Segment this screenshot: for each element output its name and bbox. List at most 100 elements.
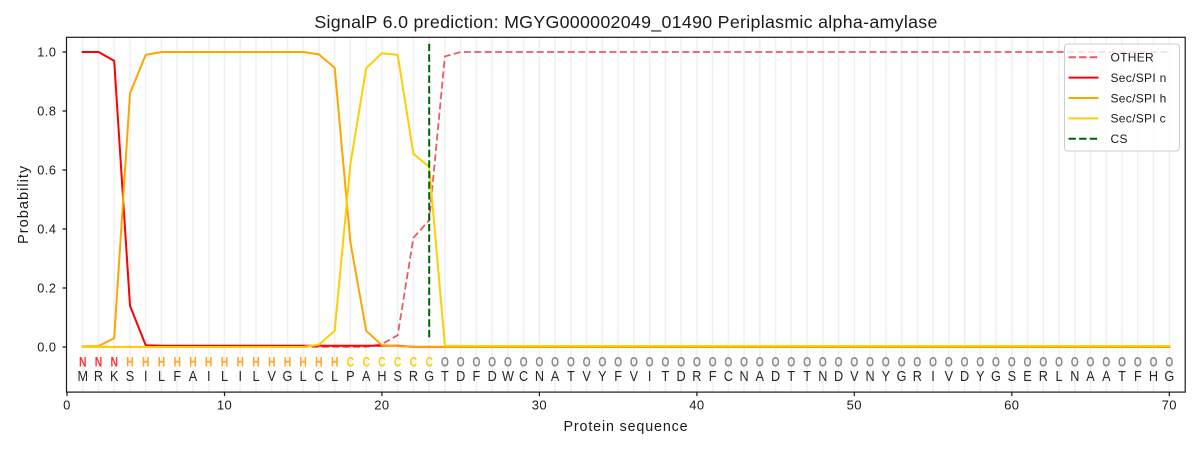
svg-text:I: I [207, 368, 211, 384]
svg-text:O: O [740, 354, 748, 370]
svg-text:C: C [519, 368, 528, 384]
svg-text:H: H [252, 354, 260, 370]
svg-text:O: O [756, 354, 764, 370]
svg-text:O: O [1118, 354, 1126, 370]
svg-text:D: D [771, 368, 780, 384]
svg-text:T: T [661, 368, 669, 384]
svg-text:CS: CS [1111, 132, 1128, 146]
svg-text:N: N [79, 354, 87, 370]
svg-text:O: O [1134, 354, 1142, 370]
svg-text:C: C [314, 368, 323, 384]
svg-text:L: L [331, 368, 338, 384]
svg-text:A: A [756, 368, 765, 384]
svg-text:D: D [960, 368, 969, 384]
svg-text:N: N [535, 368, 544, 384]
svg-text:O: O [646, 354, 654, 370]
svg-text:O: O [1102, 354, 1110, 370]
svg-text:I: I [931, 368, 935, 384]
svg-text:O: O [835, 354, 843, 370]
svg-text:20: 20 [374, 398, 389, 413]
svg-text:O: O [803, 354, 811, 370]
svg-text:L: L [252, 368, 259, 384]
svg-text:C: C [394, 354, 402, 370]
svg-text:0.0: 0.0 [37, 341, 56, 355]
svg-text:O: O [677, 354, 685, 370]
svg-text:O: O [709, 354, 717, 370]
svg-text:10: 10 [217, 398, 232, 413]
svg-text:A: A [1102, 368, 1111, 384]
svg-text:A: A [551, 368, 560, 384]
svg-text:40: 40 [689, 398, 704, 413]
svg-text:O: O [504, 354, 512, 370]
svg-text:H: H [236, 354, 244, 370]
svg-text:Sec/SPI c: Sec/SPI c [1111, 112, 1166, 126]
svg-text:O: O [1023, 354, 1031, 370]
svg-text:G: G [283, 368, 293, 384]
svg-text:O: O [882, 354, 890, 370]
svg-text:O: O [992, 354, 1000, 370]
svg-text:O: O [1055, 354, 1063, 370]
svg-text:Y: Y [882, 368, 890, 384]
svg-text:O: O [819, 354, 827, 370]
svg-text:I: I [144, 368, 148, 384]
svg-text:F: F [173, 368, 181, 384]
svg-text:D: D [488, 368, 497, 384]
svg-text:O: O [1008, 354, 1016, 370]
svg-text:V: V [630, 368, 638, 384]
svg-text:Y: Y [598, 368, 606, 384]
svg-text:V: V [945, 368, 953, 384]
svg-text:O: O [850, 354, 858, 370]
svg-text:O: O [488, 354, 496, 370]
svg-text:A: A [362, 368, 371, 384]
svg-text:H: H [299, 354, 307, 370]
svg-text:H: H [221, 354, 229, 370]
svg-text:N: N [740, 368, 749, 384]
svg-text:G: G [991, 368, 1001, 384]
svg-text:R: R [409, 368, 418, 384]
svg-text:Protein sequence: Protein sequence [564, 419, 689, 435]
svg-text:O: O [1086, 354, 1094, 370]
svg-text:F: F [473, 368, 481, 384]
svg-text:O: O [1039, 354, 1047, 370]
svg-text:D: D [456, 368, 465, 384]
svg-text:O: O [787, 354, 795, 370]
svg-text:H: H [205, 354, 213, 370]
svg-text:T: T [567, 368, 575, 384]
svg-text:G: G [424, 368, 434, 384]
svg-text:D: D [677, 368, 686, 384]
svg-text:70: 70 [1162, 398, 1177, 413]
svg-text:O: O [961, 354, 969, 370]
svg-text:S: S [393, 368, 401, 384]
svg-text:0: 0 [63, 398, 71, 413]
svg-text:V: V [268, 368, 276, 384]
svg-text:H: H [173, 354, 181, 370]
svg-text:C: C [724, 368, 733, 384]
svg-text:L: L [221, 368, 228, 384]
svg-text:H: H [126, 354, 134, 370]
svg-text:O: O [866, 354, 874, 370]
svg-text:K: K [110, 368, 118, 384]
svg-text:O: O [535, 354, 543, 370]
svg-text:0.8: 0.8 [37, 105, 56, 119]
svg-text:H: H [315, 354, 323, 370]
svg-text:0.2: 0.2 [37, 282, 56, 296]
svg-text:H: H [268, 354, 276, 370]
svg-text:O: O [567, 354, 575, 370]
svg-text:N: N [95, 354, 103, 370]
svg-text:0.4: 0.4 [37, 223, 56, 237]
svg-text:O: O [724, 354, 732, 370]
svg-text:C: C [347, 354, 355, 370]
svg-text:S: S [126, 368, 134, 384]
svg-text:G: G [897, 368, 907, 384]
svg-text:O: O [441, 354, 449, 370]
svg-text:A: A [1086, 368, 1095, 384]
svg-text:O: O [913, 354, 921, 370]
svg-text:30: 30 [532, 398, 547, 413]
svg-text:C: C [410, 354, 418, 370]
svg-text:T: T [441, 368, 449, 384]
svg-text:50: 50 [847, 398, 862, 413]
svg-text:OTHER: OTHER [1111, 51, 1155, 65]
svg-text:L: L [158, 368, 165, 384]
svg-text:I: I [648, 368, 652, 384]
svg-text:O: O [457, 354, 465, 370]
